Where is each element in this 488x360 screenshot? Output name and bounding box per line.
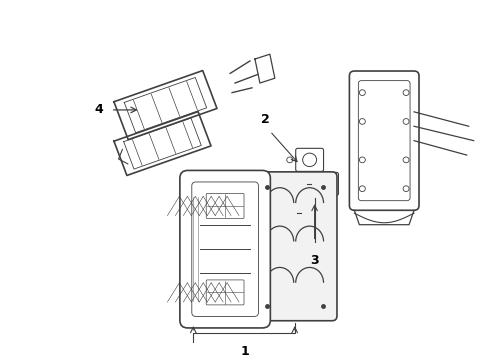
FancyBboxPatch shape (180, 170, 270, 328)
Text: 3: 3 (310, 254, 318, 267)
FancyBboxPatch shape (300, 201, 328, 224)
FancyBboxPatch shape (295, 148, 323, 171)
FancyBboxPatch shape (349, 71, 418, 210)
FancyBboxPatch shape (310, 172, 338, 195)
FancyBboxPatch shape (252, 172, 336, 321)
Text: 4: 4 (94, 103, 102, 116)
Text: 1: 1 (240, 345, 249, 358)
Text: 2: 2 (260, 113, 269, 126)
